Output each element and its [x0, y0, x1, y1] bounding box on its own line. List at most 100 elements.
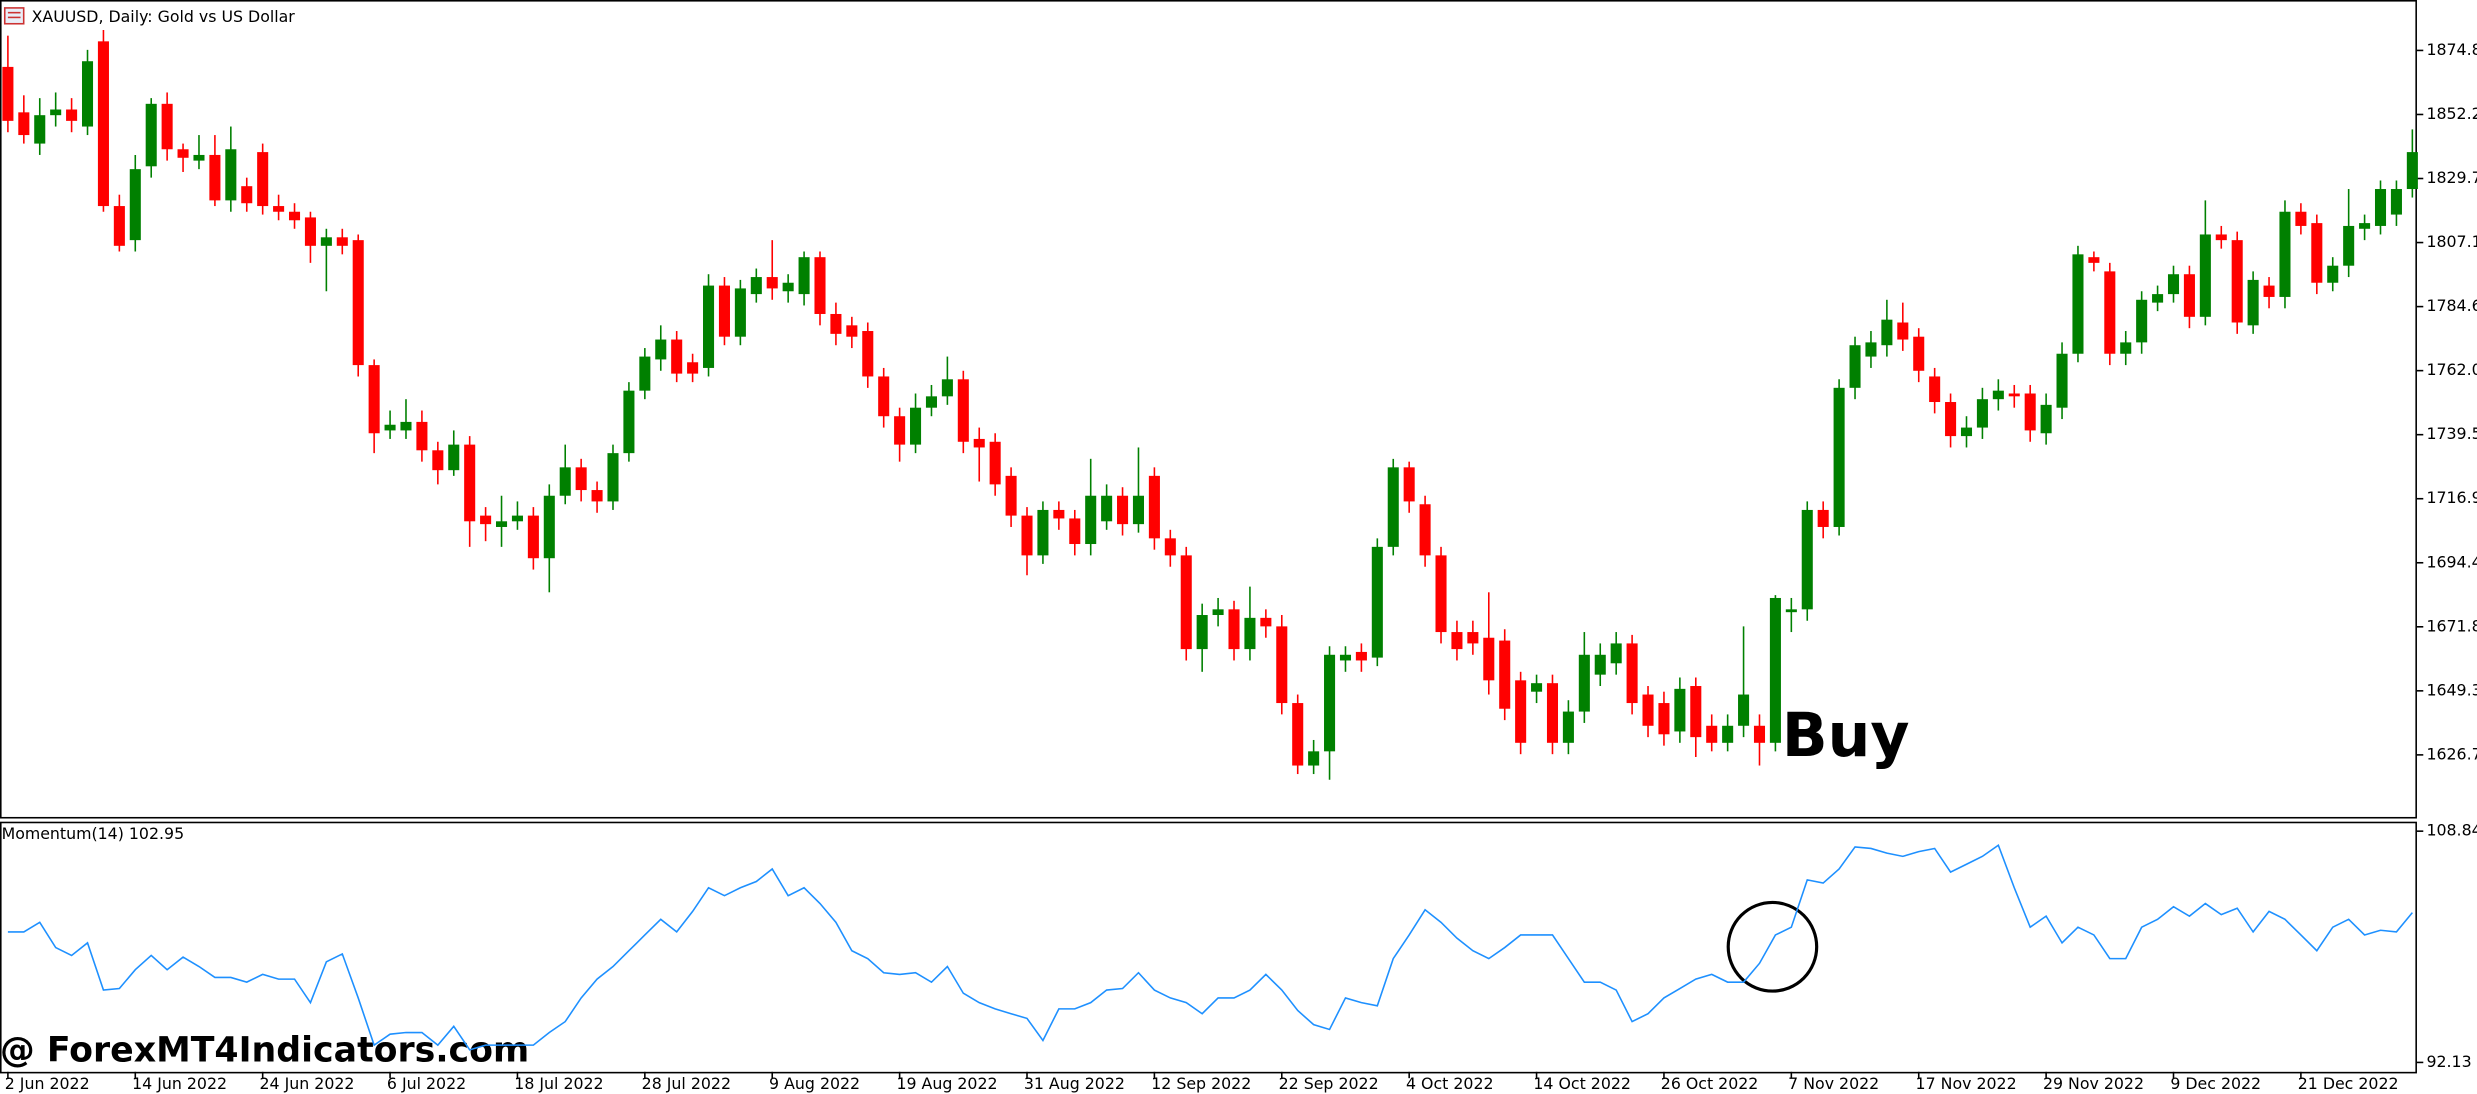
candle-body: [225, 149, 237, 201]
x-tick-label: 28 Jul 2022: [642, 1074, 731, 1093]
x-tick-label: 9 Dec 2022: [2170, 1074, 2261, 1093]
candle-body: [2152, 294, 2164, 303]
candle-body: [2040, 404, 2052, 434]
x-tick-label: 12 Sep 2022: [1151, 1074, 1251, 1093]
candle-body: [846, 325, 858, 337]
x-tick-label: 24 Jun 2022: [260, 1074, 355, 1093]
x-tick-label: 19 Aug 2022: [896, 1074, 997, 1093]
candle-body: [1929, 376, 1941, 403]
candle-body: [368, 365, 380, 434]
candle-body: [1881, 319, 1893, 346]
candle-body: [1148, 475, 1160, 539]
candle-body: [384, 424, 396, 431]
candle-body: [1674, 688, 1686, 732]
chart-title: XAUUSD, Daily: Gold vs US Dollar: [32, 7, 296, 26]
y-tick-label: 1807.15: [2426, 232, 2477, 251]
x-tick-label: 2 Jun 2022: [5, 1074, 90, 1093]
x-tick-label: 18 Jul 2022: [514, 1074, 603, 1093]
candle-body: [1371, 546, 1383, 658]
momentum-panel: [0, 821, 2417, 1074]
candle-body: [480, 515, 492, 525]
candle-body: [798, 257, 810, 295]
candle-body: [400, 421, 412, 431]
candle-body: [1578, 654, 1590, 712]
y-tick-label: 1852.25: [2426, 104, 2477, 123]
candle-body: [2231, 240, 2243, 323]
candle-body: [1483, 637, 1495, 681]
candle-body: [113, 206, 125, 246]
candle-body: [910, 407, 922, 445]
x-tick-label: 14 Jun 2022: [132, 1074, 227, 1093]
candle-body: [703, 285, 715, 368]
x-tick-label: 4 Oct 2022: [1406, 1074, 1494, 1093]
candle-body: [1913, 336, 1925, 371]
x-tick-label: 9 Aug 2022: [769, 1074, 860, 1093]
candle-body: [1801, 509, 1813, 610]
candle-body: [1324, 654, 1336, 752]
y-tick-label: 1784.60: [2426, 296, 2477, 315]
candle-body: [575, 467, 587, 491]
candle-body: [18, 112, 30, 136]
candle-body: [161, 103, 173, 150]
candle-body: [1626, 643, 1638, 704]
candle-body: [1180, 555, 1192, 650]
candle-body: [591, 490, 603, 502]
candle-body: [320, 237, 332, 246]
candle-body: [1069, 518, 1081, 545]
candle-body: [894, 416, 906, 445]
candle-body: [925, 396, 937, 408]
candle-body: [1260, 617, 1272, 627]
candle-body: [1769, 597, 1781, 743]
candle-body: [957, 379, 969, 442]
watermark: @ ForexMT4Indicators.com: [0, 1030, 529, 1070]
candle-body: [1499, 640, 1511, 709]
candle-body: [543, 495, 555, 559]
candle-body: [2, 66, 14, 121]
candle-body: [1515, 680, 1527, 743]
candle-body: [814, 257, 826, 314]
candle-body: [145, 103, 157, 167]
candle-body: [273, 206, 285, 212]
candle-body: [2167, 274, 2180, 295]
y-tick-label: 1649.30: [2426, 680, 2477, 699]
candle-body: [1387, 467, 1399, 547]
candle-body: [1308, 751, 1320, 766]
x-tick-label: 7 Nov 2022: [1788, 1074, 1879, 1093]
candle-body: [352, 240, 364, 366]
candle-body: [464, 444, 476, 522]
candle-body: [973, 438, 985, 448]
candle-body: [1610, 643, 1622, 664]
candle-body: [1658, 703, 1670, 735]
candle-body: [129, 169, 141, 241]
candle-body: [1531, 683, 1543, 692]
candle-body: [941, 379, 953, 397]
candle-body: [2327, 265, 2339, 283]
candle-body: [1212, 609, 1224, 616]
candle-body: [2088, 257, 2100, 263]
candle-body: [1722, 725, 1734, 743]
candle-body: [496, 521, 508, 527]
x-tick-label: 14 Oct 2022: [1533, 1074, 1631, 1093]
candle-body: [1435, 555, 1447, 633]
y-tick-label: 1671.85: [2426, 616, 2477, 635]
candle-body: [1164, 538, 1176, 556]
annotation: Buy: [1782, 701, 1910, 771]
candle-body: [1419, 504, 1431, 556]
symbol-icon: [3, 7, 25, 25]
candle-body: [1738, 694, 1750, 726]
candle-body: [1706, 725, 1718, 743]
candle-body: [2199, 234, 2211, 317]
x-tick-label: 6 Jul 2022: [387, 1074, 466, 1093]
candle-body: [687, 362, 699, 374]
x-tick-label: 26 Oct 2022: [1661, 1074, 1759, 1093]
candle-body: [1785, 609, 1797, 613]
candle-body: [1849, 345, 1861, 388]
candle-body: [1196, 615, 1208, 650]
candle-body: [655, 339, 667, 360]
candle-body: [1403, 467, 1415, 502]
candle-body: [862, 331, 874, 377]
candle-body: [1753, 725, 1766, 743]
candle-body: [718, 285, 730, 337]
candle-body: [1546, 683, 1559, 743]
